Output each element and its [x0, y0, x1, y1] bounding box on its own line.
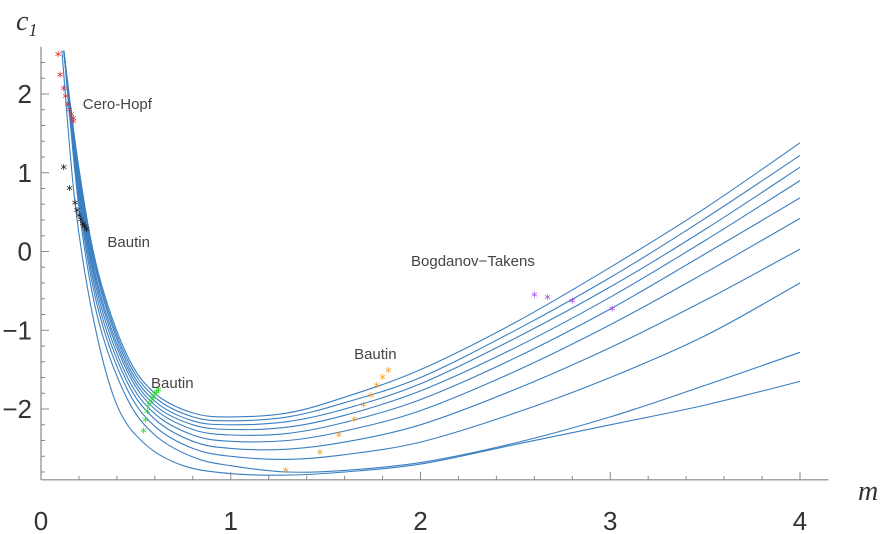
- marker-point: *: [79, 220, 86, 235]
- marker-point: *: [368, 391, 375, 406]
- series-line-8: [63, 50, 801, 460]
- marker-point: *: [70, 114, 77, 129]
- series-line-1: [63, 50, 801, 418]
- marker-point: *: [155, 386, 162, 401]
- x-tick-label: 4: [793, 506, 807, 534]
- marker-point: *: [148, 397, 155, 412]
- marker-point: *: [74, 206, 81, 221]
- marker-point: *: [78, 216, 85, 231]
- marker-point: *: [379, 373, 386, 388]
- marker-point: *: [61, 84, 68, 99]
- marker-point: *: [283, 466, 290, 481]
- y-tick-label: −1: [2, 315, 32, 345]
- marker-point: *: [569, 297, 576, 312]
- marker-point: *: [64, 100, 71, 115]
- marker-point: *: [142, 416, 149, 431]
- curves-group: [61, 50, 801, 476]
- marker-point: *: [81, 222, 88, 237]
- ticks-group: [40, 62, 801, 480]
- series-line-6: [63, 50, 801, 443]
- markers-group: *********************************** ** * **: [55, 50, 616, 481]
- marker-point: *: [374, 381, 381, 396]
- y-axis-title-main: c: [16, 6, 29, 37]
- annotation-label: Bautin: [151, 375, 194, 392]
- marker-point: *: [62, 92, 69, 107]
- marker-point: *: [70, 117, 77, 132]
- marker-point: *: [544, 293, 551, 308]
- marker-point: *: [152, 390, 159, 405]
- annotation-label: Bautin: [107, 234, 150, 251]
- x-tick-label: 2: [413, 506, 427, 534]
- marker-point: *: [153, 387, 160, 402]
- marker-point: *: [531, 290, 538, 305]
- marker-point: *: [385, 366, 392, 381]
- marker-point: *: [609, 305, 616, 320]
- marker-point: *: [336, 431, 343, 446]
- y-tick-label: 2: [18, 79, 32, 109]
- annotation-label: Bogdanov−Takens: [411, 253, 535, 270]
- marker-point: *: [83, 225, 90, 240]
- marker-point: *: [57, 71, 64, 86]
- series-line-3: [63, 50, 801, 426]
- marker-point: *: [68, 110, 75, 125]
- marker-point: *: [144, 407, 151, 422]
- marker-point: *: [61, 163, 68, 178]
- marker-point: *: [66, 184, 73, 199]
- series-line-4: [63, 50, 801, 431]
- marker-point: *: [55, 50, 62, 65]
- marker-point: *: [66, 105, 73, 120]
- y-tick-label: 0: [18, 237, 32, 267]
- y-tick-label: −2: [2, 394, 32, 424]
- x-tick-label: 0: [34, 506, 48, 534]
- series-line-9: [63, 50, 801, 473]
- annotation-label: Cero-Hopf: [83, 96, 153, 113]
- marker-point: *: [150, 393, 157, 408]
- series-line-10: [61, 50, 801, 476]
- tick-labels-group: 0 1 2 3 4 2 1 0 −1 −2: [2, 79, 807, 534]
- series-line-2: [63, 50, 801, 422]
- marker-point: *: [317, 448, 324, 463]
- y-axis-title: c1: [16, 6, 37, 40]
- marker-point: *: [76, 211, 83, 226]
- annotations-group: Cero-Hopf Bautin Bautin Bautin Bogdanov−Take…: [83, 96, 535, 392]
- marker-point: *: [72, 198, 79, 213]
- x-tick-label: 3: [603, 506, 617, 534]
- axes-group: [40, 46, 829, 481]
- annotation-label: Bautin: [354, 346, 397, 363]
- marker-point: *: [351, 415, 358, 430]
- series-line-5: [63, 50, 801, 436]
- marker-point: *: [360, 401, 367, 416]
- marker-point: *: [146, 401, 153, 416]
- y-tick-label: 1: [18, 158, 32, 188]
- x-tick-label: 1: [224, 506, 238, 534]
- marker-point: *: [140, 427, 147, 442]
- x-axis-title: m: [858, 476, 878, 507]
- series-line-7: [63, 50, 801, 451]
- y-axis-title-sub: 1: [28, 20, 37, 40]
